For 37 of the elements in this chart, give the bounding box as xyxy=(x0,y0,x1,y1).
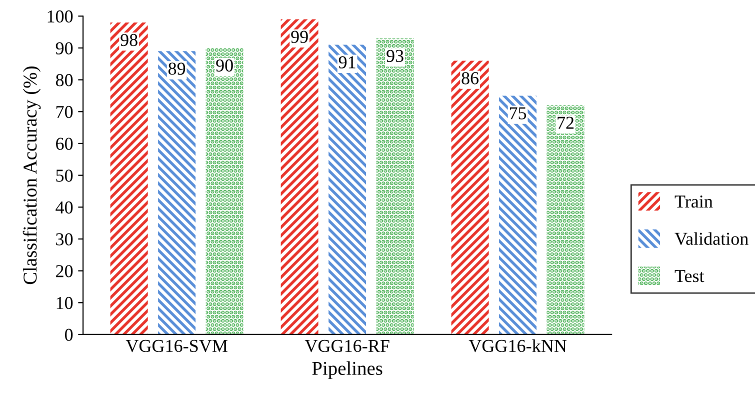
data-label: 98 xyxy=(120,34,138,46)
x-tick-label: VGG16-kNN xyxy=(468,339,567,352)
y-tick-label: 70 xyxy=(56,106,73,118)
bar xyxy=(499,96,537,334)
data-label: 89 xyxy=(168,62,186,75)
y-tick-label: 80 xyxy=(56,74,73,86)
y-axis-title: Classification Accuracy (%) xyxy=(22,66,41,284)
bar xyxy=(451,60,489,334)
legend-label: Validation xyxy=(674,232,748,246)
x-tick-label: VGG16-RF xyxy=(304,340,390,352)
data-label: 72 xyxy=(558,116,574,129)
y-tick-label: 40 xyxy=(56,201,73,214)
y-tick-label: 0 xyxy=(64,328,73,341)
data-label: 90 xyxy=(216,59,233,72)
data-label: 93 xyxy=(386,50,404,62)
bar xyxy=(376,38,414,334)
data-label: 99 xyxy=(291,30,308,43)
y-tick-label: 20 xyxy=(56,265,73,278)
y-tick-label: 100 xyxy=(48,10,73,23)
data-label: 75 xyxy=(510,107,526,120)
bar xyxy=(328,44,366,334)
y-tick-label: 60 xyxy=(56,138,73,150)
bar xyxy=(206,48,244,334)
x-tick-label: VGG16-SVM xyxy=(126,340,228,352)
y-tick-label: 10 xyxy=(56,296,73,310)
x-axis-title: Pipelines xyxy=(312,361,382,379)
bar xyxy=(546,105,584,334)
bar xyxy=(280,19,318,334)
y-tick-label: 90 xyxy=(56,42,73,54)
legend-label: Train xyxy=(674,196,713,208)
bar xyxy=(110,22,148,334)
y-tick-label: 30 xyxy=(56,233,73,246)
bar xyxy=(158,51,196,334)
y-tick-label: 50 xyxy=(56,170,73,182)
data-label: 86 xyxy=(462,72,479,84)
legend-label: Test xyxy=(674,270,704,282)
data-label: 91 xyxy=(338,56,356,68)
